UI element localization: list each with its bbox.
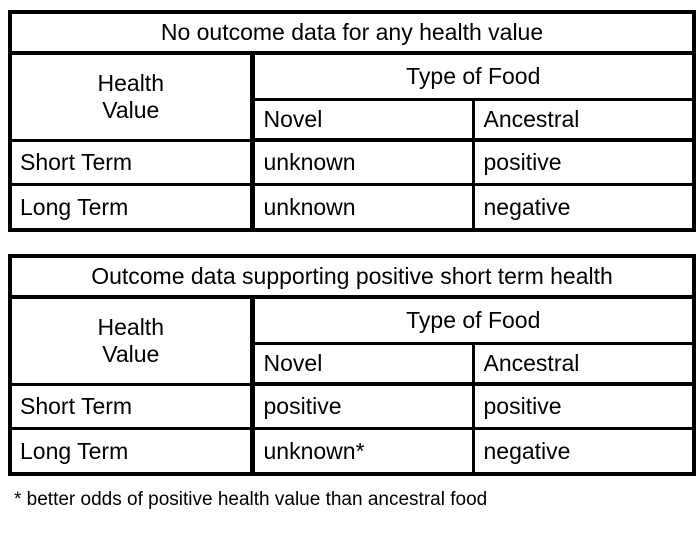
- table2-col-novel: Novel: [250, 341, 475, 386]
- table2-long-term-ancestral: negative: [471, 426, 696, 476]
- page: No outcome data for any health value Hea…: [8, 10, 697, 510]
- footnote: * better odds of positive health value t…: [14, 489, 488, 510]
- table-row: Novel Ancestral: [10, 341, 696, 386]
- table1-label-short-term: Short Term: [8, 138, 255, 186]
- table2-label-long-term: Long Term: [8, 426, 255, 476]
- table1-column-group: Type of Food: [250, 51, 696, 101]
- table-row: No outcome data for any health value: [8, 10, 696, 55]
- table2-short-term-ancestral: positive: [471, 382, 696, 430]
- table-no-outcome-data: No outcome data for any health value Hea…: [8, 10, 696, 232]
- table1-long-term-novel: unknown: [250, 182, 475, 232]
- table1-short-term-ancestral: positive: [471, 138, 696, 186]
- table-row: Short Term positive positive: [8, 382, 696, 430]
- table2-col-ancestral: Ancestral: [471, 341, 696, 386]
- table1-long-term-ancestral: negative: [471, 182, 696, 232]
- table-row: Short Term unknown positive: [8, 138, 696, 186]
- table2-short-term-novel: positive: [250, 382, 475, 430]
- table-row: Long Term unknown* negative: [8, 426, 696, 476]
- table1-label-long-term: Long Term: [8, 182, 255, 232]
- table1-title: No outcome data for any health value: [8, 10, 696, 55]
- table2-row-header: Health Value: [8, 295, 255, 386]
- table-row: Outcome data supporting positive short t…: [8, 254, 696, 299]
- table-row: Novel Ancestral: [10, 97, 696, 142]
- table2-column-group: Type of Food: [250, 295, 696, 345]
- table-row: Health Value Type of Food: [8, 295, 696, 386]
- table2-long-term-novel: unknown*: [250, 426, 475, 476]
- table1-row-header: Health Value: [8, 51, 255, 142]
- table-row: Health Value Type of Food: [8, 51, 696, 142]
- table-row: Long Term unknown negative: [8, 182, 696, 232]
- table2-label-short-term: Short Term: [8, 382, 255, 430]
- table1-col-ancestral: Ancestral: [471, 97, 696, 142]
- table2-title: Outcome data supporting positive short t…: [8, 254, 696, 299]
- table1-col-novel: Novel: [250, 97, 475, 142]
- table-outcome-data-positive-short-term: Outcome data supporting positive short t…: [8, 254, 697, 476]
- table1-short-term-novel: unknown: [250, 138, 475, 186]
